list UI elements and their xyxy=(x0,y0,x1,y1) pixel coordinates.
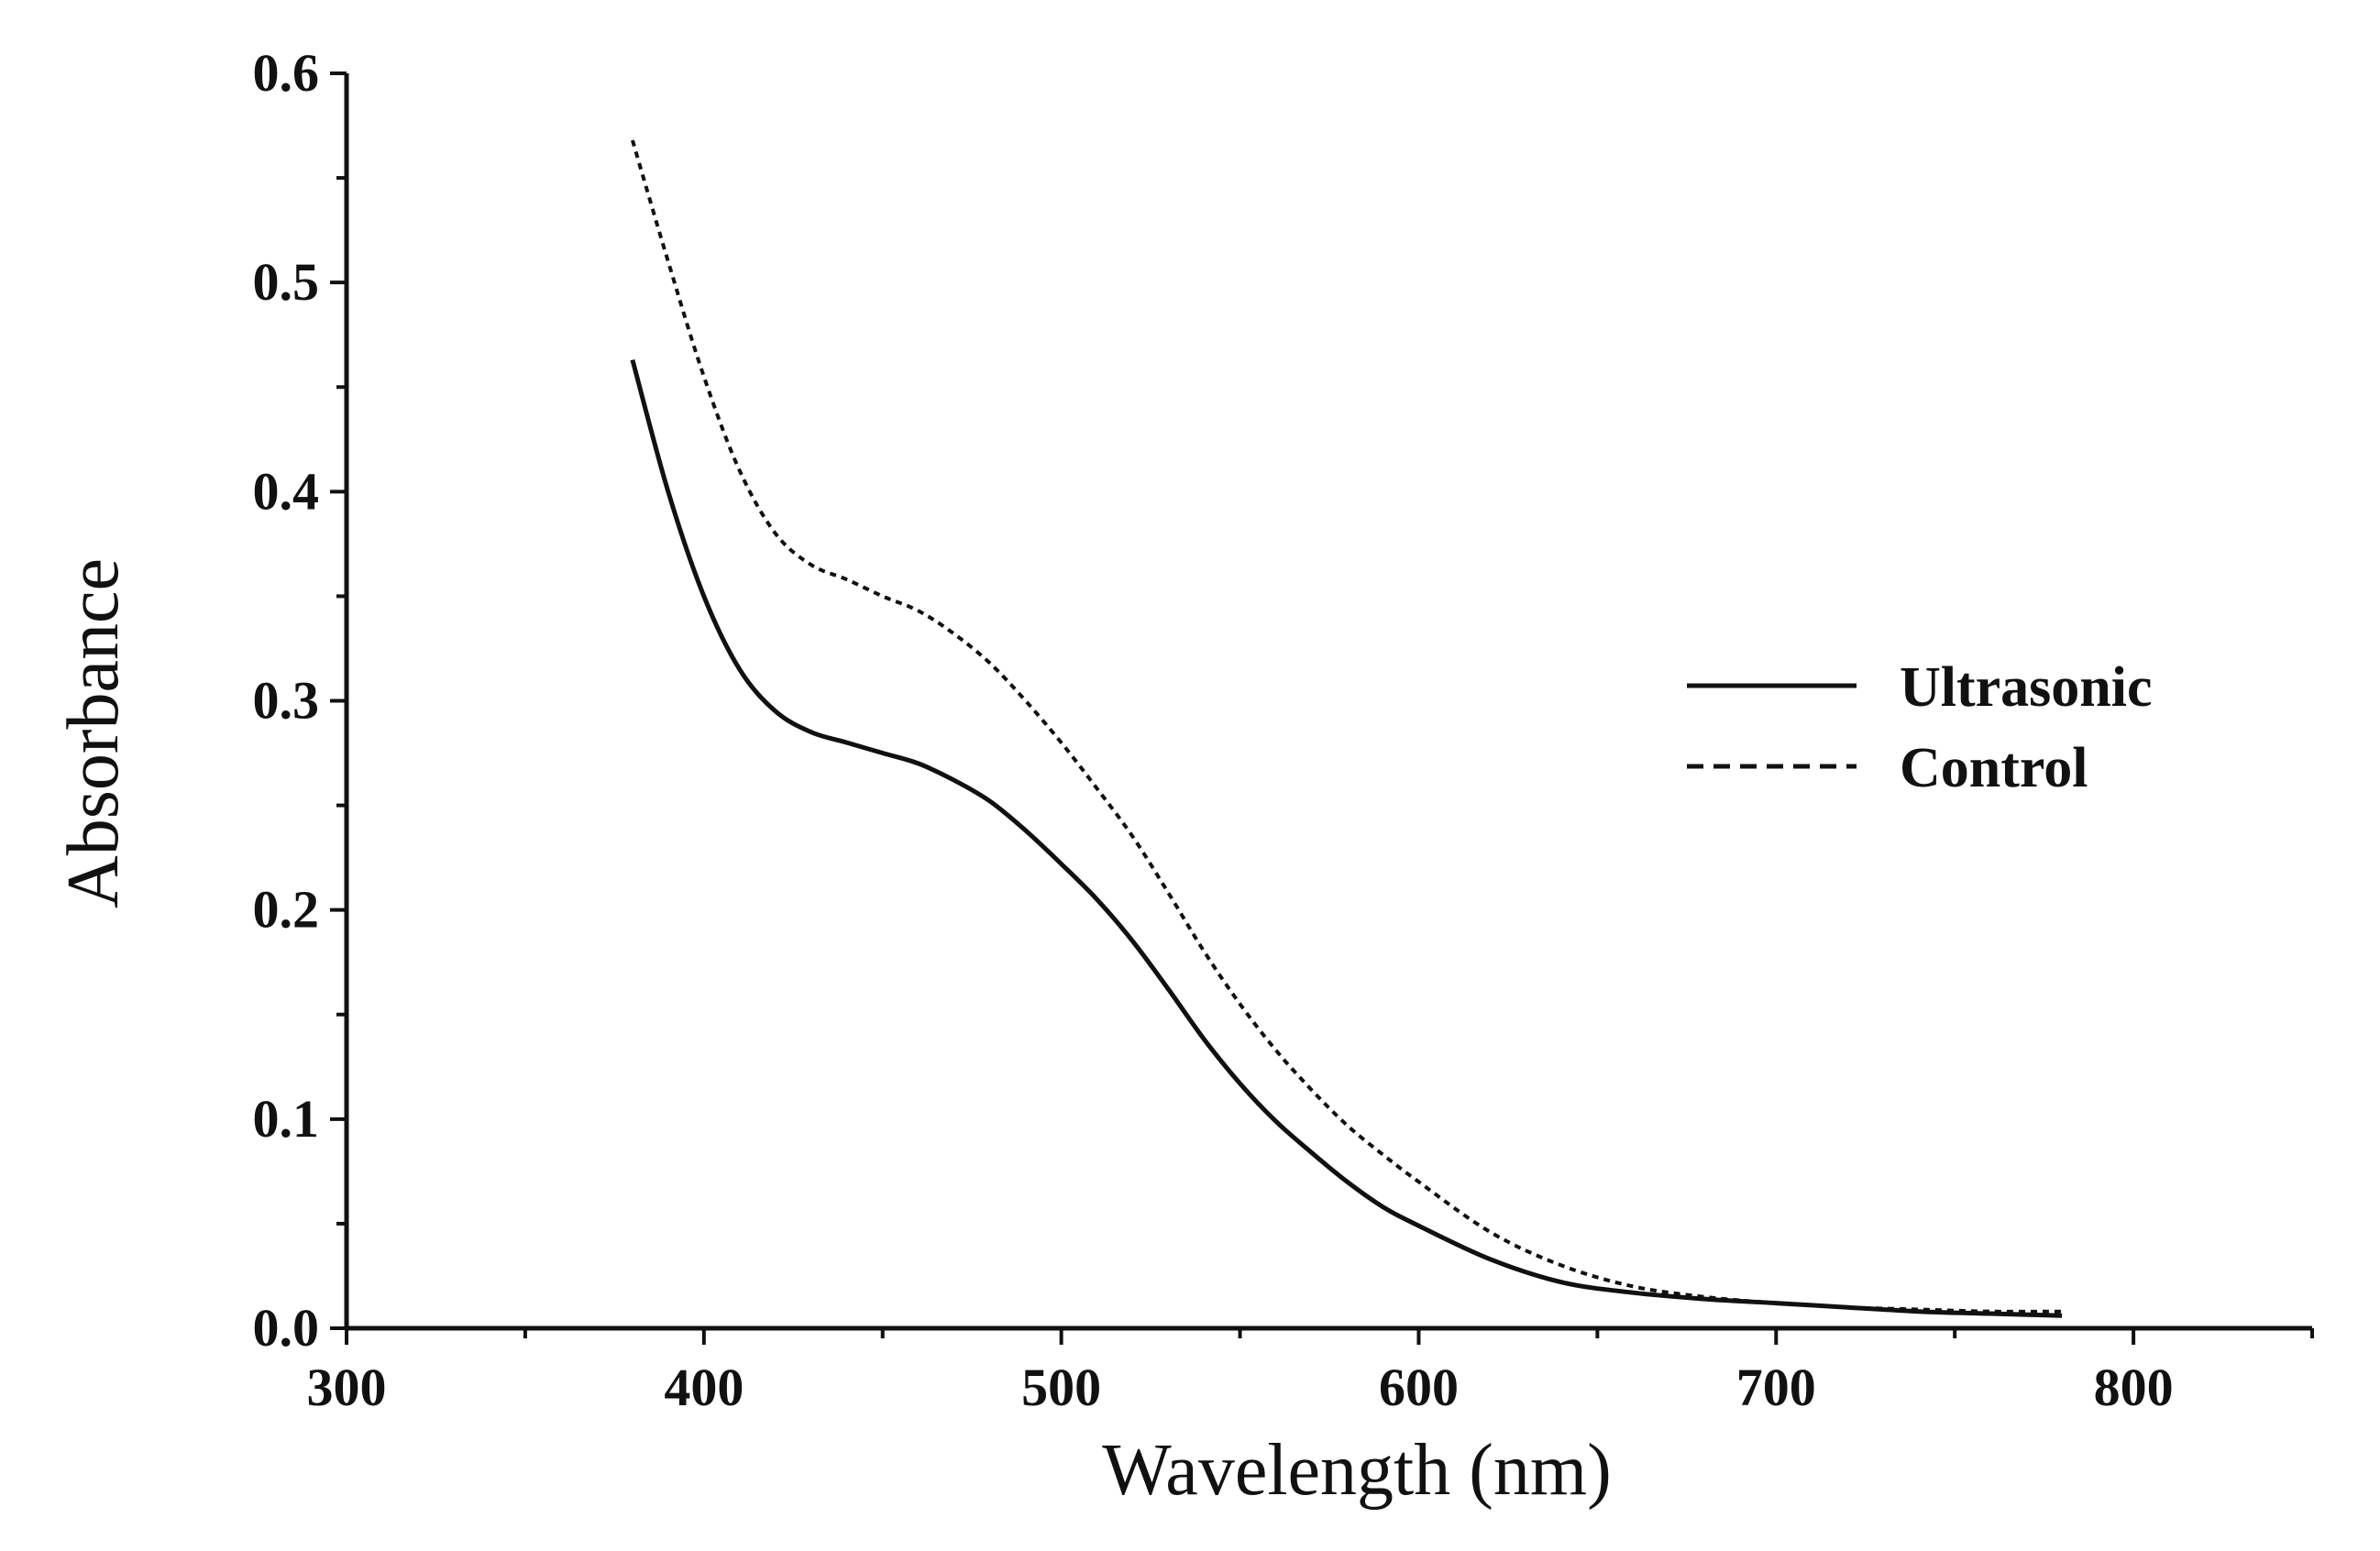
x-tick-label: 800 xyxy=(2094,1358,2174,1417)
y-tick-label: 0.3 xyxy=(253,671,320,731)
y-tick-label: 0.6 xyxy=(253,43,320,103)
x-tick-label: 600 xyxy=(1379,1358,1459,1417)
y-tick-label: 0.0 xyxy=(253,1298,320,1358)
x-tick-label: 500 xyxy=(1021,1358,1101,1417)
x-ticks: 300 400 500 600 700 800 xyxy=(307,1328,2314,1417)
y-tick-label: 0.2 xyxy=(253,880,320,940)
series-line-control xyxy=(630,139,2063,1314)
y-axis-title: Absorbance xyxy=(53,558,134,908)
legend-label-ultrasonic: Ultrasonic xyxy=(1900,656,2153,719)
y-tick-label: 0.4 xyxy=(253,461,320,521)
legend-label-control: Control xyxy=(1900,737,2088,799)
x-tick-label: 400 xyxy=(664,1358,744,1417)
y-tick-label: 0.5 xyxy=(253,252,320,312)
series-layer xyxy=(630,139,2063,1318)
x-tick-label: 700 xyxy=(1736,1358,1816,1417)
y-tick-label: 0.1 xyxy=(253,1089,320,1149)
y-ticks: 0.0 0.1 0.2 0.3 0.4 0.5 0.6 xyxy=(253,43,347,1358)
x-tick-label: 300 xyxy=(307,1358,387,1417)
legend: Ultrasonic Control xyxy=(1687,656,2153,799)
x-axis-title: Wavelength (nm) xyxy=(1102,1430,1612,1511)
series-line-ultrasonic xyxy=(630,358,2063,1318)
